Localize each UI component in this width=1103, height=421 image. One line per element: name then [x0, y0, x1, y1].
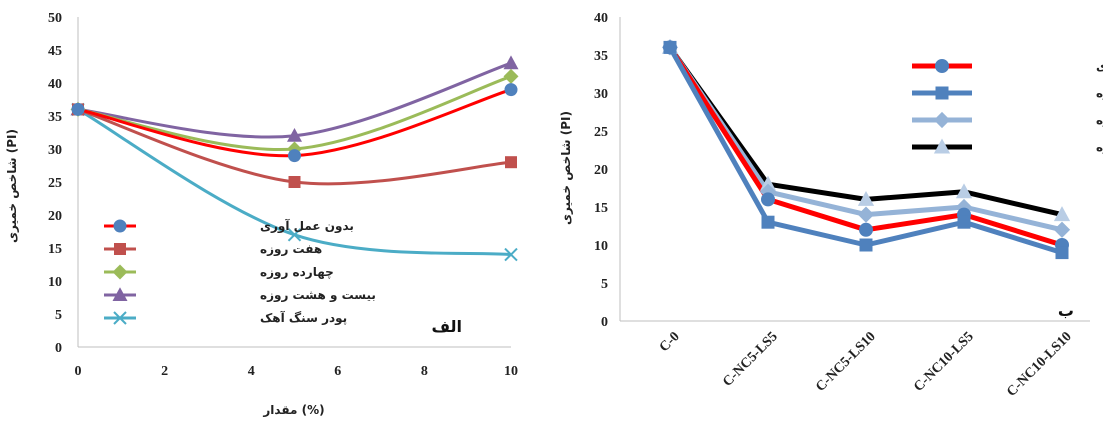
chart-left-legend-marker — [114, 243, 126, 255]
chart-right-ytick: 0 — [601, 315, 608, 330]
chart-left-legend-marker — [113, 311, 127, 325]
chart-right-point-series-1 — [859, 238, 873, 252]
chart-left-point-series-3 — [503, 55, 519, 70]
chart-right-point-series-3 — [759, 175, 777, 191]
chart-right-ytick: 20 — [594, 163, 608, 178]
chart-right-ytick: 5 — [601, 277, 608, 292]
chart-right-legend-marker — [935, 86, 949, 100]
chart-right-legend-label: چهارده روزه — [1096, 113, 1103, 128]
chart-right-point-series-1 — [761, 215, 775, 229]
chart-left-xtick: 10 — [504, 364, 518, 379]
chart-left-legend-label: پودر سنگ آهک — [260, 310, 347, 326]
chart-right-point-series-3 — [1053, 206, 1071, 222]
chart-left-point-series-0 — [288, 149, 301, 163]
chart-left-xtick: 6 — [334, 364, 341, 379]
chart-left-point-series-4 — [287, 228, 302, 242]
chart-right-xtick: C-NC5-LS5 — [720, 329, 781, 390]
chart-right-ytick: 30 — [594, 87, 608, 102]
chart-left-legend-marker — [112, 264, 128, 280]
chart-left-ylabel: شاخص خمیری (PI) — [5, 129, 19, 243]
chart-left-ytick: 10 — [48, 275, 62, 290]
chart-left-axes — [77, 17, 511, 348]
chart-left-xtick: 2 — [161, 364, 168, 379]
chart-left-xlabel: مقدار (%) — [262, 403, 324, 417]
chart-right-xtick: C-NC10-LS10 — [1004, 329, 1075, 400]
chart-right-xtick: C-NC5-LS10 — [813, 329, 879, 395]
chart-left-xtick: 8 — [421, 364, 428, 379]
chart-left-ytick: 35 — [48, 110, 62, 125]
chart-right-legend-marker — [933, 111, 951, 129]
chart-left-legend: بدون عمل آوری هفت روزه چهارده روزه بیست و ه… — [104, 218, 376, 326]
chart-left-legend-label: بدون عمل آوری — [260, 218, 354, 234]
chart-right-point-series-0 — [761, 192, 775, 207]
chart-right-ytick: 35 — [594, 49, 608, 64]
chart-left-ytick: 40 — [48, 77, 62, 92]
chart-right-legend-marker — [933, 138, 951, 154]
chart-right-legend-label: بیست و هشت روزه — [1096, 140, 1103, 155]
chart-left-legend-label: هفت روزه — [260, 242, 322, 257]
chart-left-point-series-3 — [287, 128, 302, 142]
chart-right-legend-label: بدون عمل آوری — [1096, 58, 1103, 74]
chart-right-point-series-3 — [955, 183, 973, 199]
chart-left-legend-label: چهارده روزه — [260, 265, 334, 280]
chart-right-legend-label: هفت روزه — [1096, 86, 1103, 101]
chart-right-markers — [661, 38, 1071, 260]
chart-right-ytick: 10 — [594, 239, 608, 254]
chart-left-legend-label: بیست و هشت روزه — [260, 288, 376, 303]
chart-left-ytick: 45 — [48, 44, 62, 59]
chart-right-ytick: 40 — [594, 11, 608, 26]
chart-right-panel-label: ب — [1058, 301, 1074, 320]
chart-right-point-series-2 — [857, 206, 875, 223]
chart-right-legend: بدون عمل آوری هفت روزه چهارده روزه بیست و ه… — [912, 58, 1103, 155]
chart-right-point-series-1 — [663, 40, 677, 54]
chart-left-ytick: 0 — [55, 341, 62, 356]
chart-left-markers — [70, 55, 519, 262]
chart-left-ytick: 50 — [48, 11, 62, 26]
chart-left-point-series-0 — [71, 102, 85, 116]
chart-right-point-series-1 — [1055, 246, 1069, 260]
chart-left-xtick: 0 — [75, 364, 82, 379]
chart-left-point-series-2 — [503, 68, 519, 84]
chart-left-panel-label: الف — [431, 317, 462, 336]
chart-right-point-series-3 — [857, 190, 875, 206]
chart-left: 0 5 10 15 20 25 30 35 40 45 50 0 2 4 6 8 10 مقدار (%) شا… — [5, 11, 519, 417]
chart-right-xtick: C-NC10-LS5 — [911, 329, 977, 395]
chart-right: 0 5 10 15 20 25 30 35 40 C-0 C-NC5-LS5 C-NC5-LS10 C-… — [559, 11, 1103, 400]
chart-right-point-series-0 — [859, 222, 873, 237]
chart-left-point-series-1 — [288, 176, 301, 188]
chart-left-ticks: 0 5 10 15 20 25 30 35 40 45 50 0 2 4 6 8 10 — [48, 11, 518, 379]
chart-right-ytick: 25 — [594, 125, 608, 140]
chart-right-legend-marker — [935, 59, 949, 73]
chart-left-point-series-1 — [505, 156, 517, 169]
chart-right-point-series-2 — [1053, 221, 1071, 238]
chart-left-xtick: 4 — [248, 364, 255, 379]
chart-left-legend-marker — [112, 287, 128, 301]
chart-left-ytick: 5 — [55, 308, 62, 323]
chart-left-ytick: 15 — [48, 242, 62, 257]
chart-left-ytick: 25 — [48, 176, 62, 191]
chart-left-point-series-4 — [504, 247, 518, 262]
chart-right-ylabel: شاخص خمیری (PI) — [559, 111, 573, 225]
chart-left-legend-marker — [113, 219, 127, 233]
chart-right-axes — [619, 17, 1090, 322]
chart-left-ytick: 30 — [48, 143, 62, 158]
chart-right-point-series-1 — [957, 215, 971, 229]
chart-right-xtick: C-0 — [657, 329, 683, 355]
chart-left-point-series-0 — [504, 83, 518, 97]
chart-right-ytick: 15 — [594, 201, 608, 216]
chart-left-ytick: 20 — [48, 209, 62, 224]
